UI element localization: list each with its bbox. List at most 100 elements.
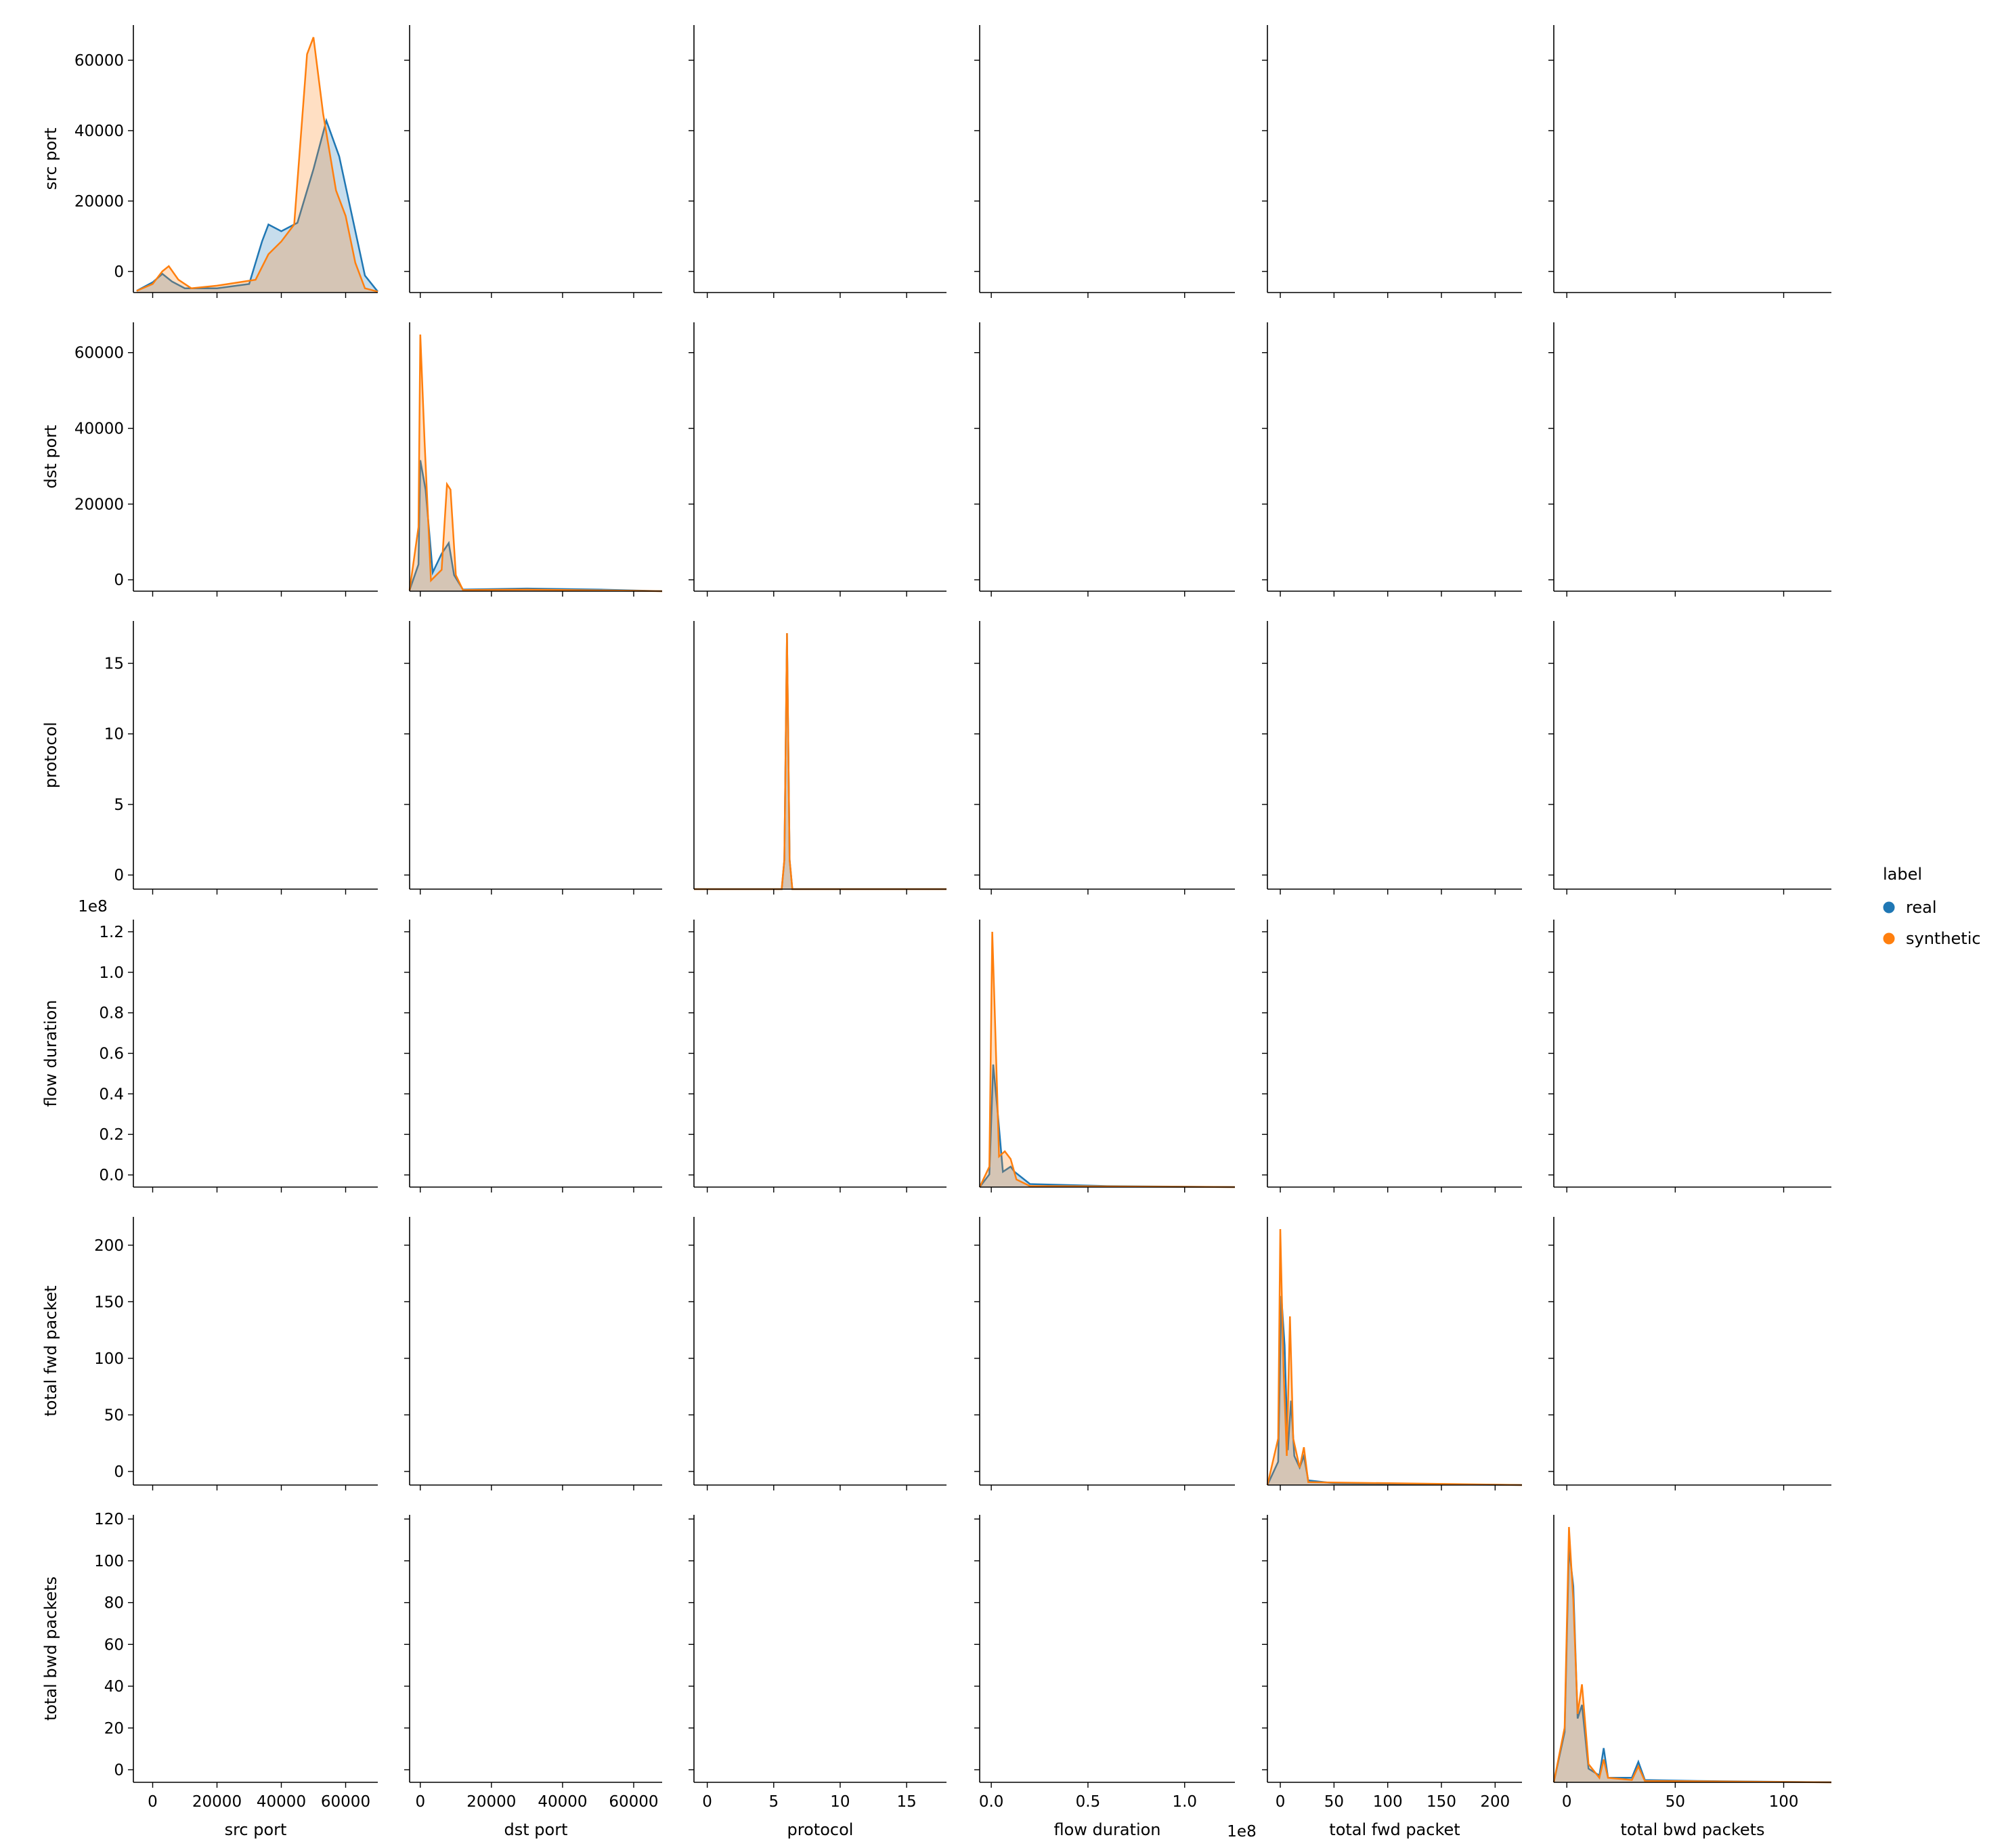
panel-dst-port-vs-src-port: 0 20000 40000 60000 dst port <box>41 322 378 597</box>
panel-dst-port-vs-total-bwd-packets <box>1548 322 1831 597</box>
panel-total-fwd-packet-vs-dst-port <box>404 1217 662 1490</box>
y-tick-label: 60000 <box>74 52 124 70</box>
y-tick-label: 15 <box>104 656 124 673</box>
y-tick-label: 60000 <box>74 345 124 362</box>
x-tick-label: 40000 <box>257 1793 306 1811</box>
panel-total-bwd-packets-vs-total-fwd-packet: 0 50 100 150 200 total fwd packet <box>1262 1515 1522 1839</box>
kde-line-synthetic <box>136 37 378 293</box>
y-tick-label: 0 <box>114 263 124 281</box>
y-tick-label: 1.2 <box>99 924 124 941</box>
kde-fill-real <box>1267 1295 1522 1485</box>
y-tick-label: 0.4 <box>99 1086 124 1103</box>
y-tick-label: 0.0 <box>99 1167 124 1184</box>
panel-protocol-vs-total-bwd-packets <box>1548 621 1831 895</box>
y-tick-label: 60 <box>104 1636 124 1654</box>
panel-protocol-vs-dst-port <box>404 621 662 895</box>
panel-protocol-vs-total-fwd-packet <box>1262 621 1522 895</box>
x-tick-label: 60000 <box>609 1793 658 1811</box>
panel-total-bwd-packets-vs-protocol: 0 5 10 15 protocol <box>689 1515 946 1839</box>
x-tick-label: 100 <box>1769 1793 1799 1811</box>
y-axis-label: dst port <box>41 425 60 489</box>
y-tick-label: 200 <box>94 1237 124 1255</box>
kde-line-real <box>408 460 663 593</box>
y-tick-label: 20000 <box>74 496 124 513</box>
x-tick-label: 0 <box>1562 1793 1572 1811</box>
kde-line-synthetic <box>1266 1228 1523 1486</box>
y-tick-label: 40 <box>104 1678 124 1696</box>
x-tick-label: 100 <box>1373 1793 1403 1811</box>
y-tick-label: 0 <box>114 1463 124 1481</box>
y-tick-label: 5 <box>114 796 124 814</box>
legend-marker-real <box>1882 901 1896 914</box>
y-tick-label: 40000 <box>74 421 124 438</box>
panel-dst-port-vs-protocol <box>689 322 946 597</box>
x-tick-label: 0.0 <box>979 1793 1004 1811</box>
x-tick-label: 40000 <box>538 1793 587 1811</box>
panel-src-port-vs-protocol <box>689 25 946 298</box>
y-tick-label: 0 <box>114 572 124 589</box>
kde-fill-synthetic <box>1267 1229 1522 1485</box>
panel-src-port-vs-dst-port <box>404 25 662 298</box>
panel-flow-duration-vs-flow-duration <box>978 920 1236 1192</box>
y-axis-label: total fwd packet <box>41 1285 60 1416</box>
panel-total-fwd-packet-vs-total-bwd-packets <box>1548 1217 1831 1490</box>
x-axis-label: total fwd packet <box>1329 1820 1460 1839</box>
panel-dst-port-vs-dst-port <box>408 322 663 597</box>
panel-flow-duration-vs-src-port: 0.0 0.2 0.4 0.6 0.8 1.0 1.2 flow duration 1e8 <box>41 898 378 1192</box>
y-tick-label: 0 <box>114 1761 124 1779</box>
panel-total-fwd-packet-vs-flow-duration <box>974 1217 1235 1490</box>
panel-src-port-vs-total-fwd-packet <box>1262 25 1522 298</box>
panel-total-bwd-packets-vs-total-bwd-packets: 0 50 100 total bwd packets <box>1552 1515 1832 1839</box>
panel-protocol-vs-protocol <box>693 621 946 895</box>
x-axis-label: src port <box>225 1820 287 1839</box>
x-offset-text: 1e8 <box>1227 1823 1256 1841</box>
y-tick-label: 150 <box>94 1293 124 1311</box>
panel-src-port-vs-src-port: 0 20000 40000 60000 src port <box>41 25 378 298</box>
kde-fill-real <box>1554 1547 1831 1782</box>
x-axis-label: dst port <box>504 1820 568 1839</box>
x-tick-label: 20000 <box>466 1793 516 1811</box>
kde-line-synthetic <box>408 334 663 593</box>
panel-flow-duration-vs-total-bwd-packets <box>1548 920 1831 1192</box>
legend-label-real: real <box>1906 898 1936 917</box>
y-tick-label: 0.2 <box>99 1126 124 1144</box>
kde-line-real <box>1552 1547 1832 1784</box>
x-tick-label: 50 <box>1666 1793 1685 1811</box>
y-tick-label: 100 <box>94 1553 124 1570</box>
kde-fill-synthetic <box>980 932 1235 1187</box>
y-axis-label: total bwd packets <box>41 1576 60 1721</box>
kde-line-synthetic <box>978 931 1236 1188</box>
y-axis-label: flow duration <box>41 1000 60 1106</box>
panel-src-port-vs-total-bwd-packets <box>1548 25 1831 298</box>
kde-line-real <box>136 118 378 293</box>
y-tick-label: 1.0 <box>99 964 124 982</box>
x-tick-label: 50 <box>1324 1793 1344 1811</box>
y-tick-label: 40000 <box>74 123 124 140</box>
x-tick-label: 200 <box>1480 1793 1510 1811</box>
x-tick-label: 150 <box>1427 1793 1456 1811</box>
kde-line-real <box>694 632 946 890</box>
panel-total-bwd-packets-vs-flow-duration: 0.0 0.5 1.0 flow duration 1e8 <box>974 1515 1257 1841</box>
x-axis-label: flow duration <box>1053 1820 1160 1839</box>
kde-fill-synthetic <box>694 633 946 889</box>
panel-total-fwd-packet-vs-total-fwd-packet <box>1266 1217 1523 1490</box>
x-tick-label: 5 <box>768 1793 779 1811</box>
panel-flow-duration-vs-dst-port <box>404 920 662 1192</box>
x-tick-label: 1.0 <box>1172 1793 1197 1811</box>
y-tick-label: 120 <box>94 1511 124 1528</box>
y-tick-label: 80 <box>104 1595 124 1612</box>
x-tick-label: 0 <box>1276 1793 1286 1811</box>
y-axis-label: protocol <box>41 722 60 788</box>
kde-fill-real <box>410 460 662 591</box>
legend: label real synthetic <box>1882 865 1981 948</box>
panel-dst-port-vs-total-fwd-packet <box>1262 322 1522 597</box>
y-offset-text: 1e8 <box>78 898 107 916</box>
y-tick-label: 0.8 <box>99 1005 124 1023</box>
panel-dst-port-vs-flow-duration <box>974 322 1235 597</box>
kde-line-synthetic <box>694 632 946 890</box>
kde-fill-real <box>980 1065 1235 1187</box>
panel-flow-duration-vs-protocol <box>689 920 946 1192</box>
y-axis-label: src port <box>41 128 60 190</box>
